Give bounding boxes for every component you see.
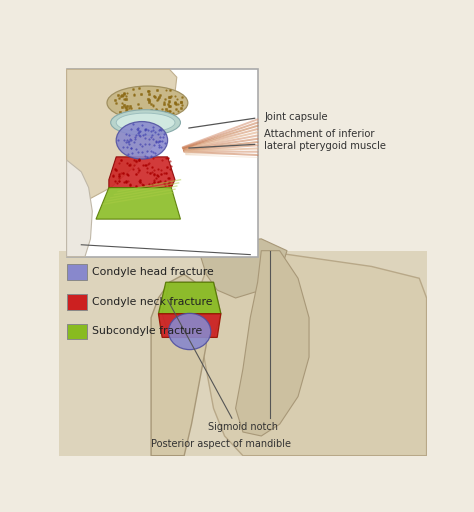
FancyBboxPatch shape: [66, 265, 87, 280]
Polygon shape: [158, 282, 221, 314]
Polygon shape: [158, 314, 221, 337]
Ellipse shape: [110, 110, 181, 135]
FancyBboxPatch shape: [66, 324, 87, 339]
Polygon shape: [199, 251, 427, 456]
Text: Joint capsule: Joint capsule: [264, 112, 328, 122]
Polygon shape: [66, 69, 177, 203]
Polygon shape: [96, 187, 181, 219]
Text: Condyle head fracture: Condyle head fracture: [92, 267, 214, 278]
Polygon shape: [151, 274, 206, 456]
Text: Condyle neck fracture: Condyle neck fracture: [92, 297, 213, 307]
Text: Subcondyle fracture: Subcondyle fracture: [92, 327, 202, 336]
Polygon shape: [59, 251, 427, 456]
FancyBboxPatch shape: [66, 69, 258, 257]
Ellipse shape: [107, 86, 188, 120]
Text: Posterior aspect of mandible: Posterior aspect of mandible: [151, 439, 291, 449]
Ellipse shape: [116, 121, 168, 159]
Ellipse shape: [116, 113, 175, 132]
Polygon shape: [199, 239, 287, 298]
Text: Attachment of inferior
lateral pterygoid muscle: Attachment of inferior lateral pterygoid…: [264, 129, 386, 152]
Ellipse shape: [169, 313, 211, 350]
FancyBboxPatch shape: [66, 294, 87, 310]
Polygon shape: [66, 160, 92, 257]
Polygon shape: [109, 157, 175, 187]
Polygon shape: [236, 251, 309, 436]
Polygon shape: [162, 282, 221, 337]
Text: Sigmoid notch: Sigmoid notch: [208, 422, 278, 432]
